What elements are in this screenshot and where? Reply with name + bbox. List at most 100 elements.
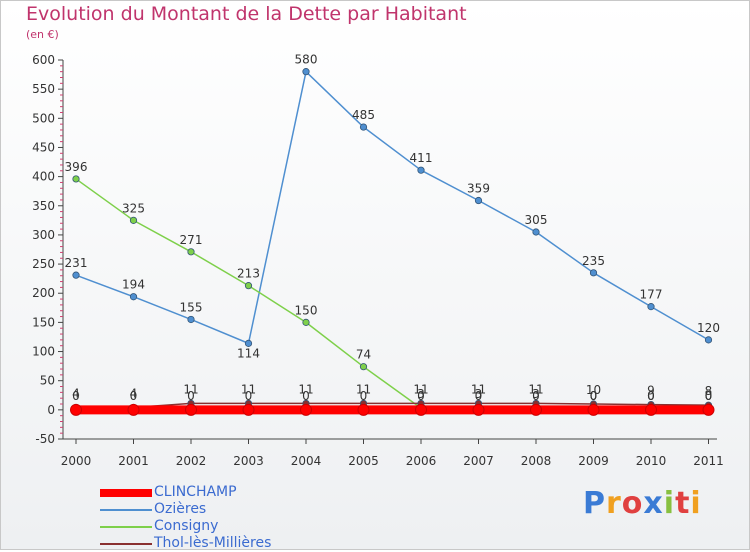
y-tick-label: 100 [32, 345, 55, 359]
y-tick-label: 600 [32, 53, 55, 67]
data-label: 9 [647, 384, 655, 398]
data-point [187, 315, 195, 324]
legend-swatch [100, 526, 152, 528]
y-tick-label: 300 [32, 228, 55, 242]
data-label: 11 [241, 382, 256, 396]
logo-letter: x [643, 486, 664, 521]
y-tick-label: 550 [32, 82, 55, 96]
legend-label: Ozières [154, 501, 207, 517]
data-label: 10 [586, 383, 601, 397]
series-consigny [72, 175, 713, 414]
data-label: 359 [467, 182, 490, 196]
data-label: 0 [72, 389, 80, 403]
x-tick-label: 2003 [233, 454, 264, 468]
data-label: 4 [130, 387, 138, 401]
data-point [242, 403, 255, 416]
data-point [589, 269, 598, 277]
legend-label: Consigny [154, 518, 219, 534]
logo-letter: P [583, 486, 606, 521]
data-point [415, 403, 427, 416]
x-tick-label: 2006 [406, 454, 437, 468]
data-label: 235 [582, 254, 605, 268]
data-point [302, 318, 310, 326]
data-label: 0 [647, 389, 655, 403]
data-label: 231 [65, 256, 88, 270]
data-point [704, 336, 713, 344]
series-line [75, 178, 709, 411]
chart-title: Evolution du Montant de la Dette par Hab… [26, 3, 467, 25]
y-tick-label: 350 [32, 199, 55, 213]
data-point [127, 403, 140, 416]
data-label: 11 [183, 382, 198, 396]
y-tick-label: 200 [32, 286, 55, 300]
series-line [75, 70, 709, 345]
data-label: 0 [532, 389, 540, 403]
x-tick-label: 2009 [578, 454, 609, 468]
data-label: 8 [705, 384, 713, 398]
legend-label: CLINCHAMP [154, 484, 237, 500]
data-point [472, 403, 485, 416]
data-label: 0 [360, 389, 368, 403]
axes: -500501001502002503003504004505005506002… [32, 53, 724, 468]
data-label: 120 [697, 321, 720, 335]
series-line [76, 402, 709, 409]
data-label: 155 [180, 300, 203, 314]
y-tick-label: -50 [35, 432, 55, 446]
proxiti-logo: Proxiti [583, 486, 702, 521]
data-point [187, 248, 195, 256]
data-point [645, 403, 657, 416]
chart-unit-label: (en €) [26, 28, 59, 41]
data-point [244, 282, 253, 290]
data-point [587, 403, 600, 416]
data-label: 0 [130, 389, 138, 403]
x-tick-label: 2005 [348, 454, 379, 468]
data-point [530, 403, 542, 416]
x-tick-label: 2004 [291, 454, 322, 468]
data-label: 3 [475, 387, 483, 401]
data-point [129, 293, 138, 301]
data-label: 396 [65, 160, 88, 174]
y-tick-label: 150 [32, 315, 55, 329]
data-label: 0 [705, 389, 713, 403]
y-tick-label: 400 [32, 170, 55, 184]
data-label: 0 [417, 389, 425, 403]
data-point [185, 403, 197, 416]
series-ozi-res [72, 68, 713, 347]
legend-swatch [100, 489, 152, 497]
x-tick-label: 2008 [521, 454, 552, 468]
logo-letter: r [606, 486, 622, 521]
logo-letter: i [690, 486, 702, 521]
legend-swatch [100, 543, 152, 545]
data-label: 11 [528, 382, 543, 396]
data-point [647, 303, 655, 311]
data-label: 3 [532, 387, 540, 401]
series-layer [70, 68, 715, 416]
data-point [532, 228, 540, 236]
data-label: 74 [356, 348, 371, 362]
data-label: 325 [122, 201, 145, 215]
data-label: 11 [298, 382, 313, 396]
y-tick-label: 500 [32, 111, 55, 125]
data-point [300, 403, 312, 416]
data-label: 4 [72, 387, 80, 401]
data-point [72, 271, 80, 279]
logo-letter: o [621, 486, 644, 521]
data-point [359, 123, 368, 131]
y-tick-label: 0 [47, 403, 55, 417]
data-label: 0 [245, 389, 253, 403]
data-label: 11 [471, 382, 486, 396]
data-point [474, 196, 483, 205]
data-label: 11 [356, 382, 371, 396]
data-point [359, 363, 368, 371]
legend-label: Thol-lès-Millières [154, 535, 272, 551]
y-tick-label: 450 [32, 140, 55, 154]
data-point [702, 403, 715, 416]
logo-letter: i [663, 486, 676, 521]
data-point [302, 68, 310, 76]
data-point [244, 339, 253, 347]
data-label: 150 [295, 303, 318, 317]
data-point [129, 216, 138, 224]
x-tick-label: 2001 [118, 454, 149, 468]
